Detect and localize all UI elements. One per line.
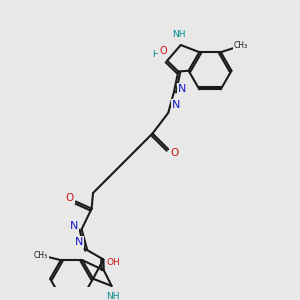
Text: N: N xyxy=(75,237,83,247)
Text: N: N xyxy=(172,100,180,110)
Text: CH₃: CH₃ xyxy=(34,251,48,260)
Text: CH₃: CH₃ xyxy=(234,41,248,50)
Text: N: N xyxy=(178,84,186,94)
Text: N: N xyxy=(69,221,78,231)
Text: O: O xyxy=(65,193,74,203)
Text: OH: OH xyxy=(107,258,121,267)
Text: O: O xyxy=(170,148,178,158)
Text: H: H xyxy=(152,50,158,59)
Text: NH: NH xyxy=(172,30,186,39)
Text: NH: NH xyxy=(106,292,120,300)
Text: O: O xyxy=(159,46,167,56)
